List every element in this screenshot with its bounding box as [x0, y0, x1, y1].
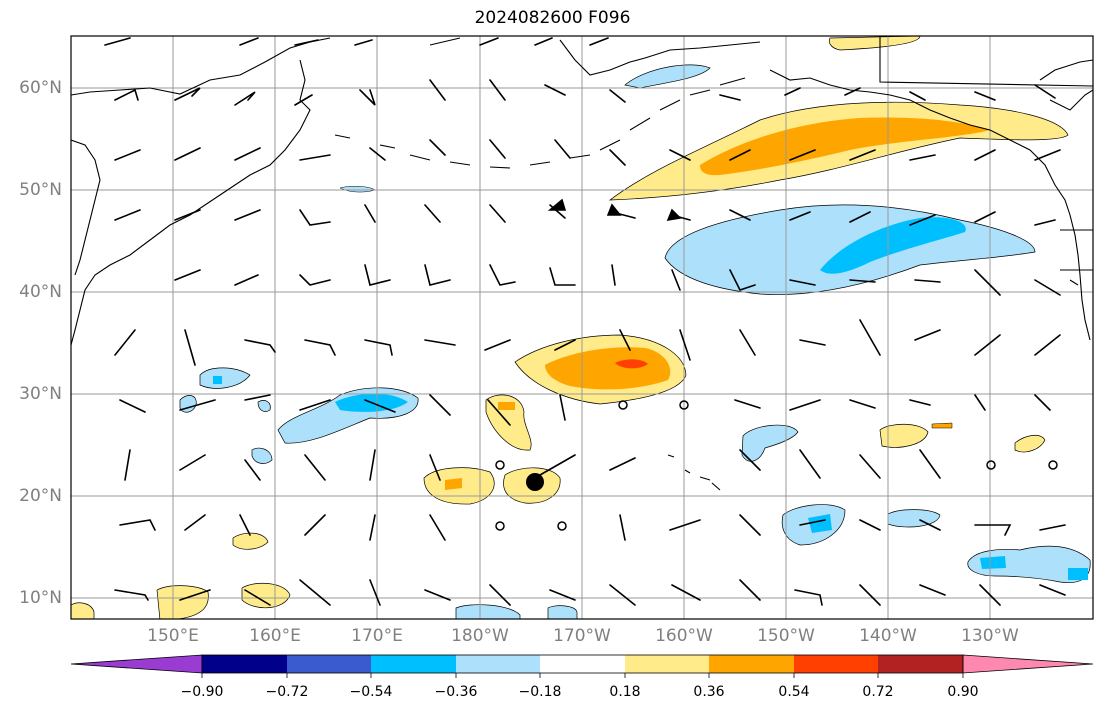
- colorbar-tick-label: −0.54: [349, 684, 393, 700]
- kamchatka-coast: [71, 37, 331, 346]
- hawaii-islands: [667, 454, 721, 491]
- colorbar-tick-label: −0.18: [518, 684, 562, 700]
- colorbar-tick-label: −0.36: [434, 684, 478, 700]
- lat-label-10n: 10°N: [19, 588, 62, 608]
- lon-label-150e: 150°E: [147, 626, 199, 646]
- colorbar-tick-label: −0.72: [265, 684, 309, 700]
- wind-barbs: [104, 37, 1066, 606]
- lat-label-40n: 40°N: [19, 282, 62, 302]
- colorbar-tick-label: −0.90: [180, 684, 224, 700]
- negative-anomaly-dateline: [277, 387, 419, 444]
- colorbar-tick-label: 0.54: [778, 684, 810, 700]
- colorbar: [70, 654, 1094, 678]
- lon-label-160e: 160°E: [249, 626, 301, 646]
- colorbar-tick-label: 0.72: [862, 684, 894, 700]
- lat-label-50n: 50°N: [19, 180, 62, 200]
- aleutian-islands: [334, 77, 746, 169]
- calm-markers: [495, 400, 1058, 531]
- canada-border: [879, 36, 1093, 87]
- colorbar-tick-label: 0.18: [609, 684, 641, 700]
- lon-label-160w: 160°W: [655, 626, 713, 646]
- colorbar-extend-high: [962, 654, 1094, 674]
- colorbar-tick-label: 0.90: [947, 684, 979, 700]
- colorbar-tick-label: 0.36: [693, 684, 725, 700]
- colorbar-extend-low: [70, 654, 203, 674]
- lat-label-20n: 20°N: [19, 486, 62, 506]
- lat-label-60n: 60°N: [19, 78, 62, 98]
- bc-coast: [1039, 59, 1093, 286]
- lon-label-150w: 150°W: [757, 626, 815, 646]
- anomaly-shading: [71, 36, 1091, 619]
- graticule: [71, 36, 1093, 619]
- alaska-coast: [429, 37, 1091, 341]
- map-title: 2024082600 F096: [474, 8, 631, 28]
- lon-label-140w: 140°W: [859, 626, 917, 646]
- siberia-coast: [71, 139, 101, 276]
- lon-label-130w: 130°W: [961, 626, 1019, 646]
- lon-label-180w: 180°W: [451, 626, 509, 646]
- location-marker: [526, 473, 544, 491]
- coastlines: [71, 36, 1093, 491]
- lon-label-170w: 170°W: [553, 626, 611, 646]
- map-frame: [70, 35, 1094, 620]
- lat-label-30n: 30°N: [19, 384, 62, 404]
- lon-label-170e: 170°E: [351, 626, 403, 646]
